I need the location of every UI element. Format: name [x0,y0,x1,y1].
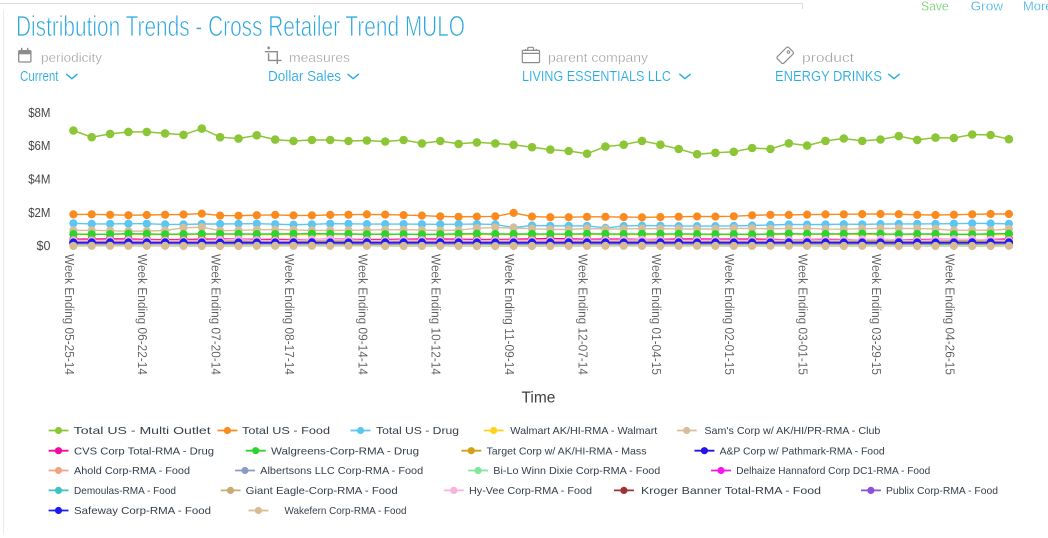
svg-text:Target Corp w/ AK/HI-RMA - Mas: Target Corp w/ AK/HI-RMA - Mass [487,446,647,457]
svg-text:Walmart AK/HI-RMA - Walmart: Walmart AK/HI-RMA - Walmart [510,426,657,437]
svg-text:Albertsons LLC Corp-RMA - Food: Albertsons LLC Corp-RMA - Food [260,466,423,477]
svg-text:Week Ending 01-04-15: Week Ending 01-04-15 [649,254,664,375]
svg-text:$6M: $6M [28,138,50,153]
svg-text:Week Ending 07-20-14: Week Ending 07-20-14 [209,254,224,375]
svg-text:A&P Corp w/ Pathmark-RMA - Foo: A&P Corp w/ Pathmark-RMA - Food [720,446,885,457]
svg-text:Dollar Sales: Dollar Sales [268,68,341,85]
svg-text:Distribution Trends - Cross Re: Distribution Trends - Cross Retailer Tre… [16,11,465,43]
svg-text:Publix Corp-RMA - Food: Publix Corp-RMA - Food [886,486,998,497]
svg-text:Week Ending 10-12-14: Week Ending 10-12-14 [429,254,444,375]
svg-text:Kroger Banner Total-RMA - Food: Kroger Banner Total-RMA - Food [641,486,821,497]
svg-text:Week Ending 06-22-14: Week Ending 06-22-14 [135,254,150,375]
svg-text:Ahold Corp-RMA - Food: Ahold Corp-RMA - Food [74,466,190,477]
svg-text:Walgreens-Corp-RMA - Drug: Walgreens-Corp-RMA - Drug [271,446,419,457]
svg-text:$0: $0 [37,238,51,253]
svg-text:More: More [1023,0,1048,14]
svg-text:Wakefern Corp-RMA - Food: Wakefern Corp-RMA - Food [285,506,407,517]
svg-text:Save: Save [921,0,949,14]
svg-text:LIVING ESSENTIALS LLC: LIVING ESSENTIALS LLC [522,68,671,85]
svg-text:Week Ending 11-09-14: Week Ending 11-09-14 [502,254,517,375]
svg-text:product: product [802,50,854,65]
svg-text:Total US - Drug: Total US - Drug [376,426,459,437]
svg-text:Week Ending 03-29-15: Week Ending 03-29-15 [869,254,884,375]
svg-text:Current: Current [20,68,59,85]
svg-text:$2M: $2M [28,205,50,220]
svg-text:Total US - Multi Outlet: Total US - Multi Outlet [74,426,211,437]
svg-text:$4M: $4M [28,171,50,186]
svg-text:Week Ending 05-25-14: Week Ending 05-25-14 [62,254,77,375]
svg-text:Safeway Corp-RMA - Food: Safeway Corp-RMA - Food [74,506,211,517]
svg-text:Sam's Corp w/ AK/HI/PR-RMA - C: Sam's Corp w/ AK/HI/PR-RMA - Club [704,426,880,437]
svg-text:Week Ending 12-07-14: Week Ending 12-07-14 [575,254,590,375]
svg-text:ENERGY DRINKS: ENERGY DRINKS [775,68,882,85]
svg-text:measures: measures [289,50,351,65]
svg-text:Grow: Grow [971,0,1004,14]
svg-text:Total US - Food: Total US - Food [242,426,330,437]
svg-text:$8M: $8M [28,105,50,120]
svg-text:Week Ending 04-26-15: Week Ending 04-26-15 [942,254,957,375]
svg-text:Week Ending 09-14-14: Week Ending 09-14-14 [355,254,370,375]
svg-text:Delhaize Hannaford Corp DC1-RM: Delhaize Hannaford Corp DC1-RMA - Food [736,466,930,477]
svg-text:Giant Eagle-Corp-RMA - Food: Giant Eagle-Corp-RMA - Food [246,486,398,497]
svg-text:Week Ending 08-17-14: Week Ending 08-17-14 [282,254,297,375]
svg-text:Hy-Vee Corp-RMA - Food: Hy-Vee Corp-RMA - Food [469,486,592,497]
svg-text:periodicity: periodicity [41,50,103,65]
svg-text:Bi-Lo Winn Dixie Corp-RMA - Fo: Bi-Lo Winn Dixie Corp-RMA - Food [493,466,660,477]
svg-text:Week Ending 03-01-15: Week Ending 03-01-15 [796,254,811,375]
svg-text:parent company: parent company [548,50,649,65]
svg-text:CVS Corp Total-RMA - Drug: CVS Corp Total-RMA - Drug [74,446,214,457]
svg-text:Time: Time [522,390,556,407]
svg-text:Demoulas-RMA - Food: Demoulas-RMA - Food [74,486,176,497]
svg-text:Week Ending 02-01-15: Week Ending 02-01-15 [722,254,737,375]
